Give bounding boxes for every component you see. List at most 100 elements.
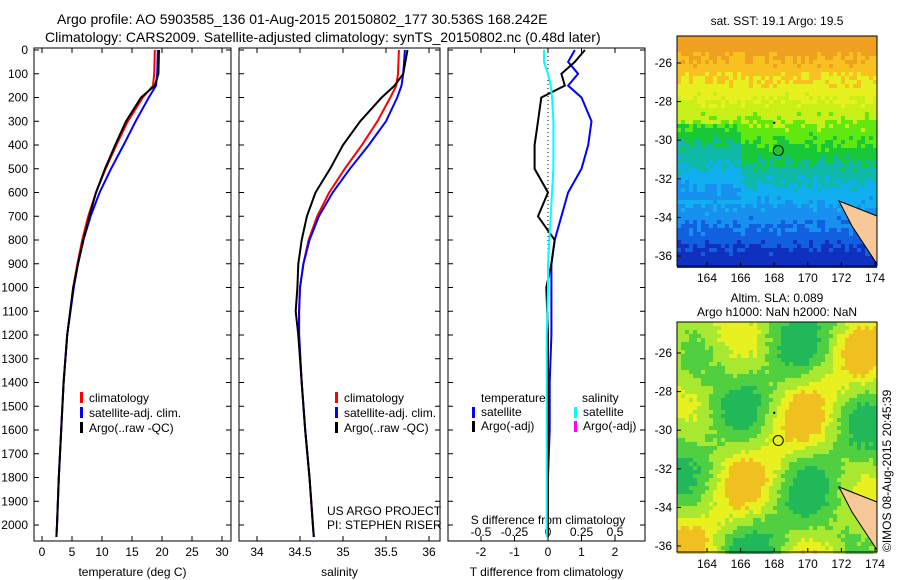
legend-swatch xyxy=(472,421,475,432)
x-axis-label: temperature (deg C) xyxy=(78,565,186,579)
lon-tick-label: 172 xyxy=(831,271,851,285)
series-s-satellite xyxy=(543,50,555,537)
previous-profile-marker xyxy=(773,411,776,415)
lat-tick-label: -34 xyxy=(655,500,673,514)
y-tick-label: 300 xyxy=(8,114,28,128)
legend-heading-salinity: salinity xyxy=(582,391,619,405)
credit-text: US ARGO PROJECT xyxy=(327,504,442,518)
lon-tick-label: 170 xyxy=(798,271,818,285)
y-tick-label: 1300 xyxy=(1,352,28,366)
legend-label: Argo(-adj) xyxy=(481,419,534,433)
copyright-stamp: ©IMOS 08-Aug-2015 20:45:39 xyxy=(880,389,894,552)
y-tick-label: 700 xyxy=(8,209,28,223)
lon-tick-label: 170 xyxy=(798,557,818,571)
panel-1-frame xyxy=(33,47,232,542)
x-axis-label: T difference from climatology xyxy=(470,565,624,579)
x-axis-label: salinity xyxy=(321,565,358,579)
x-tick-label: 35 xyxy=(336,545,350,559)
y-tick-label: 200 xyxy=(8,91,28,105)
y-tick-label: 800 xyxy=(8,233,28,247)
series-argo-raw-qc- xyxy=(55,49,160,537)
lat-tick-label: -36 xyxy=(655,249,673,263)
legend-swatch xyxy=(335,407,338,418)
x-tick-label: 15 xyxy=(125,545,139,559)
y-tick-label: 1400 xyxy=(1,376,28,390)
legend-label: satellite xyxy=(583,405,624,419)
legend-swatch xyxy=(80,422,83,433)
y-tick-label: 500 xyxy=(8,162,28,176)
lat-tick-label: -30 xyxy=(655,423,673,437)
lon-tick-label: 168 xyxy=(764,271,784,285)
lon-tick-label: 164 xyxy=(697,271,717,285)
map-frame xyxy=(676,321,878,553)
s-tick-label: -0.25 xyxy=(501,525,529,539)
credit-text: PI: STEPHEN RISER xyxy=(327,518,442,532)
x-tick-label: -2 xyxy=(476,545,487,559)
legend-swatch xyxy=(335,392,338,403)
lon-tick-label: 168 xyxy=(764,557,784,571)
legend-label: Argo(..raw -QC) xyxy=(344,421,429,435)
lat-tick-label: -36 xyxy=(655,539,673,553)
y-tick-label: 600 xyxy=(8,186,28,200)
figure-title-line2: Climatology: CARS2009. Satellite-adjuste… xyxy=(45,29,601,45)
profile-location-marker xyxy=(772,435,784,447)
y-tick-label: 1800 xyxy=(1,471,28,485)
lat-tick-label: -26 xyxy=(655,56,673,70)
x-tick-label: 20 xyxy=(155,545,169,559)
lat-tick-label: -32 xyxy=(655,172,673,186)
y-tick-label: 1500 xyxy=(1,399,28,413)
s-tick-label: -0.5 xyxy=(471,525,492,539)
x-tick-label: -1 xyxy=(509,545,520,559)
x-tick-label: 0 xyxy=(545,545,552,559)
x-tick-label: 35.5 xyxy=(374,545,398,559)
map-sst-pixels xyxy=(677,36,877,268)
lat-tick-label: -28 xyxy=(655,95,673,109)
legend-swatch xyxy=(472,407,475,418)
x-tick-label: 10 xyxy=(95,545,109,559)
lat-tick-label: -30 xyxy=(655,133,673,147)
lon-tick-label: 174 xyxy=(865,557,885,571)
previous-profile-marker xyxy=(773,121,776,125)
profile-location-marker xyxy=(772,145,784,157)
legend-swatch xyxy=(574,421,577,432)
legend-label: climatology xyxy=(344,391,404,405)
x-tick-label: 34.5 xyxy=(288,545,312,559)
figure-title-line1: Argo profile: AO 5903585_136 01-Aug-2015… xyxy=(57,11,548,27)
y-tick-label: 1700 xyxy=(1,447,28,461)
y-tick-label: 1200 xyxy=(1,328,28,342)
y-tick-label: 900 xyxy=(8,257,28,271)
legend-label: satellite-adj. clim. xyxy=(344,406,436,420)
x-tick-label: 2 xyxy=(612,545,619,559)
series-climatology xyxy=(55,49,156,537)
series-t-argo-adj- xyxy=(533,49,586,537)
x-tick-label: 5 xyxy=(69,545,76,559)
lat-tick-label: -32 xyxy=(655,462,673,476)
legend-label: Argo(-adj) xyxy=(583,419,636,433)
y-tick-label: 0 xyxy=(21,43,28,57)
s-tick-label: 0.25 xyxy=(570,525,594,539)
series-satellite-adj-clim- xyxy=(298,49,406,537)
x-tick-label: 36 xyxy=(422,545,436,559)
map-subtitle: Argo h1000: NaN h2000: NaN xyxy=(697,305,857,319)
series-t-satellite xyxy=(547,49,593,537)
panel-2-frame xyxy=(238,47,441,542)
lon-tick-label: 166 xyxy=(731,271,751,285)
y-tick-label: 100 xyxy=(8,67,28,81)
legend-swatch xyxy=(80,392,83,403)
map-title: sat. SST: 19.1 Argo: 19.5 xyxy=(711,14,844,28)
legend-swatch xyxy=(335,422,338,433)
y-tick-label: 1900 xyxy=(1,494,28,508)
lat-tick-label: -28 xyxy=(655,385,673,399)
panel-3-frame xyxy=(447,47,646,542)
y-tick-label: 1600 xyxy=(1,423,28,437)
x-tick-label: 34 xyxy=(250,545,264,559)
legend-swatch xyxy=(574,407,577,418)
lon-tick-label: 174 xyxy=(865,271,885,285)
legend-label: climatology xyxy=(89,391,149,405)
y-tick-label: 1100 xyxy=(2,304,28,318)
legend-label: satellite-adj. clim. xyxy=(89,406,181,420)
lat-tick-label: -34 xyxy=(655,210,673,224)
x-tick-label: 25 xyxy=(185,545,199,559)
